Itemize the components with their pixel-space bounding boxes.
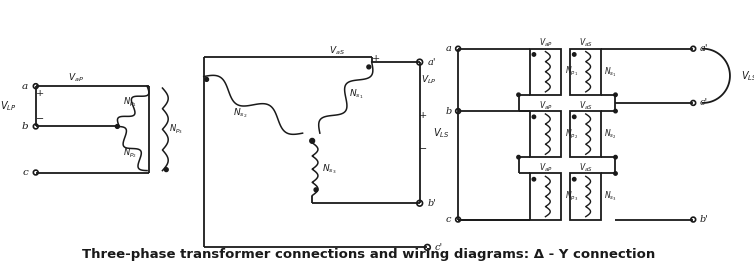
Circle shape <box>314 188 318 192</box>
Bar <box>530 111 561 157</box>
Text: a: a <box>446 44 452 53</box>
Circle shape <box>532 53 535 56</box>
Circle shape <box>614 93 618 96</box>
Text: $N_{p_1}$: $N_{p_1}$ <box>123 96 137 109</box>
Circle shape <box>115 124 119 128</box>
Text: −: − <box>419 145 428 155</box>
Text: $N_{s_3}$: $N_{s_3}$ <box>322 163 336 176</box>
Text: $N_{s_1}$: $N_{s_1}$ <box>604 65 617 79</box>
Text: $V_{aP}$: $V_{aP}$ <box>68 71 84 84</box>
Bar <box>530 173 561 219</box>
Text: $V_{LS}$: $V_{LS}$ <box>433 126 449 139</box>
Bar <box>570 173 601 219</box>
Text: b: b <box>445 107 452 116</box>
Text: $V_{aS}$: $V_{aS}$ <box>329 44 345 57</box>
Circle shape <box>614 109 618 113</box>
Circle shape <box>614 155 618 159</box>
Text: $N_{s_3}$: $N_{s_3}$ <box>604 190 617 203</box>
Text: $N_{p_3}$: $N_{p_3}$ <box>169 123 183 136</box>
Text: $N_{s_1}$: $N_{s_1}$ <box>349 87 363 101</box>
Circle shape <box>516 155 520 159</box>
Bar <box>570 49 601 95</box>
Text: b': b' <box>700 215 709 224</box>
Text: $V_{LS}$: $V_{LS}$ <box>741 69 754 83</box>
Text: $V_{aS}$: $V_{aS}$ <box>579 37 593 49</box>
Circle shape <box>516 93 520 96</box>
Circle shape <box>572 178 576 181</box>
Text: Three-phase transformer connections and wiring diagrams: Δ - Y connection: Three-phase transformer connections and … <box>82 248 655 261</box>
Text: $V_{aP}$: $V_{aP}$ <box>538 161 552 174</box>
Text: b: b <box>21 122 28 131</box>
Text: $N_{p_2}$: $N_{p_2}$ <box>565 127 578 141</box>
Text: $N_{p_1}$: $N_{p_1}$ <box>565 65 578 78</box>
Circle shape <box>310 138 314 143</box>
Text: +: + <box>36 89 44 98</box>
Bar <box>570 111 601 157</box>
Bar <box>530 49 561 95</box>
Circle shape <box>614 172 618 175</box>
Text: +: + <box>419 111 428 120</box>
Text: −: − <box>36 115 44 124</box>
Text: $V_{aP}$: $V_{aP}$ <box>538 37 552 49</box>
Circle shape <box>532 178 535 181</box>
Text: a': a' <box>428 58 436 67</box>
Text: $N_{p_2}$: $N_{p_2}$ <box>123 147 137 160</box>
Text: c: c <box>446 215 452 224</box>
Circle shape <box>572 53 576 56</box>
Circle shape <box>367 65 371 69</box>
Text: $V_{LP}$: $V_{LP}$ <box>0 99 17 113</box>
Text: $N_{s_2}$: $N_{s_2}$ <box>604 127 617 141</box>
Text: a: a <box>22 82 28 91</box>
Text: c: c <box>23 168 28 177</box>
Text: c': c' <box>700 98 708 107</box>
Text: $N_{p_3}$: $N_{p_3}$ <box>565 190 578 203</box>
Circle shape <box>572 115 576 119</box>
Text: $V_{aS}$: $V_{aS}$ <box>579 99 593 112</box>
Text: +: + <box>372 54 381 63</box>
Text: $V_{LP}$: $V_{LP}$ <box>421 74 437 86</box>
Text: b': b' <box>428 199 437 208</box>
Text: $N_{s_2}$: $N_{s_2}$ <box>234 107 248 120</box>
Text: $V_{aP}$: $V_{aP}$ <box>538 99 552 112</box>
Circle shape <box>532 115 535 119</box>
Text: $V_{aS}$: $V_{aS}$ <box>579 161 593 174</box>
Text: a': a' <box>700 44 709 53</box>
Text: c': c' <box>435 243 443 252</box>
Circle shape <box>204 78 209 81</box>
Circle shape <box>164 168 168 172</box>
